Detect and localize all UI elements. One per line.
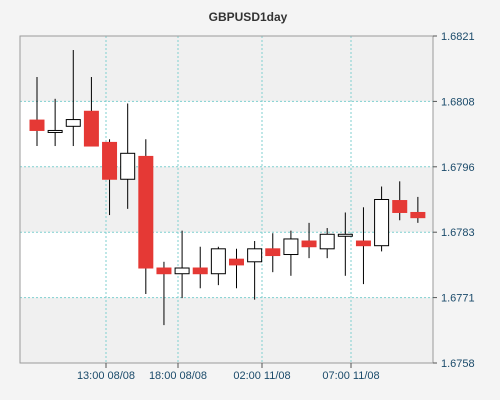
plot-band <box>20 101 433 167</box>
y-tick-label: 1.6821 <box>441 31 475 43</box>
candle-body-down <box>102 141 118 180</box>
candle-body-down <box>138 155 154 269</box>
candle-body-up <box>47 129 63 133</box>
candle-body-down <box>301 240 317 248</box>
y-tick-label: 1.6758 <box>441 358 475 370</box>
candle-body-down <box>192 267 208 275</box>
x-tick-label: 18:00 08/08 <box>149 370 207 382</box>
candle-body-up <box>374 199 390 247</box>
y-tick-label: 1.6783 <box>441 227 475 239</box>
x-tick-label: 02:00 11/08 <box>233 370 290 382</box>
candle-body-up <box>319 233 335 250</box>
candle-body-down <box>29 119 45 131</box>
candle-body-down <box>229 258 244 266</box>
plot-frame <box>19 35 434 364</box>
candle-body-down <box>410 211 426 219</box>
x-axis: 13:00 08/08 18:00 08/08 02:00 11/08 07:00 1… <box>77 363 380 382</box>
candle-body-down <box>83 110 99 147</box>
plot-band <box>20 166 433 233</box>
candle-body-down <box>355 240 371 247</box>
y-tick-label: 1.6808 <box>441 96 475 108</box>
plot-band <box>20 36 433 102</box>
candle-body-up <box>210 248 226 275</box>
chart-title: GBPUSD1day <box>209 10 288 24</box>
plot-band <box>20 297 433 363</box>
y-tick-label: 1.6771 <box>441 293 475 305</box>
candle-body-down <box>156 267 172 275</box>
y-axis: 1.6821 1.6808 1.6796 1.6783 1.6771 1.6758 <box>433 31 475 370</box>
candles <box>29 50 426 326</box>
y-tick-label: 1.6796 <box>441 162 475 174</box>
candle-body-down <box>265 248 281 257</box>
plot-bands <box>20 36 433 363</box>
plot-band <box>20 232 433 298</box>
candle-body-up <box>283 238 299 256</box>
candle-body-up <box>120 152 136 180</box>
candle-body-up <box>174 267 190 275</box>
candle-body-up <box>247 248 263 263</box>
candle-body-up <box>337 233 353 237</box>
candle-body-down <box>392 200 408 213</box>
grid-lines <box>20 36 433 363</box>
x-tick-label: 13:00 08/08 <box>77 370 135 382</box>
candle-body-up <box>65 119 81 127</box>
x-tick-label: 07:00 11/08 <box>322 370 379 382</box>
